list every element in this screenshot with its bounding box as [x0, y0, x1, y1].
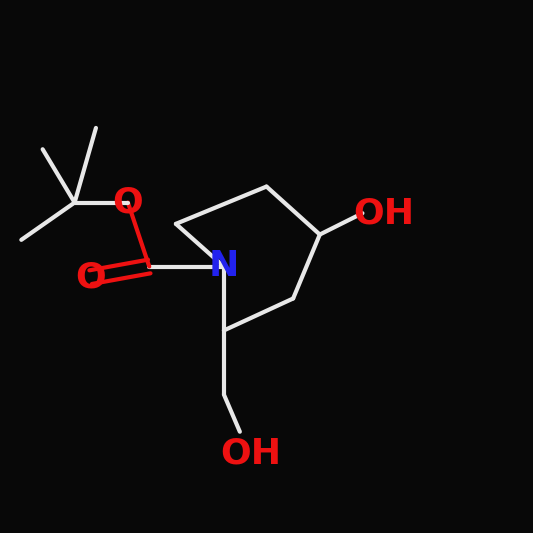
Text: N: N: [209, 249, 239, 284]
Text: O: O: [75, 260, 106, 294]
Text: O: O: [112, 185, 143, 220]
Text: OH: OH: [220, 436, 281, 470]
Text: OH: OH: [353, 196, 414, 230]
